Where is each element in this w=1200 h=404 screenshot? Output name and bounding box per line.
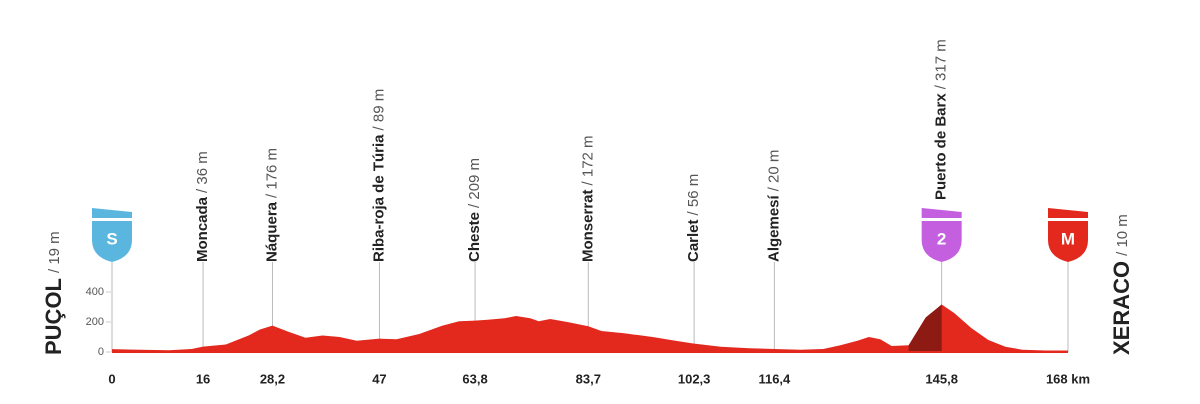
waypoint-altitude: / 36 m <box>194 151 211 193</box>
start-label: PUÇOL / 19 m <box>41 231 66 355</box>
profile-area <box>112 304 1068 352</box>
badge-label: M <box>1061 229 1075 248</box>
badge: S <box>92 208 132 262</box>
waypoint-label: Monserrat / 172 m <box>579 135 596 262</box>
waypoint-label: Náquera / 176 m <box>263 148 280 262</box>
y-tick-label: 0 <box>98 346 104 358</box>
badge-shield <box>1048 221 1088 262</box>
waypoint-label: Cheste / 209 m <box>466 158 483 262</box>
waypoint-altitude: / 172 m <box>579 135 596 185</box>
x-tick-label: 168 km <box>1046 371 1090 386</box>
waypoint-label: Carlet / 56 m <box>685 174 702 262</box>
x-tick-label: 63,8 <box>462 371 487 386</box>
badge-flag <box>921 208 962 218</box>
waypoint-name: Carlet <box>685 219 702 262</box>
badge-flag <box>1048 208 1088 218</box>
badge: M <box>1048 208 1088 262</box>
waypoint-altitude: / 176 m <box>263 148 280 198</box>
x-tick-label: 47 <box>372 371 386 386</box>
badge-shield <box>921 221 962 262</box>
waypoint-label: Moncada / 36 m <box>194 151 211 262</box>
badge-label: 2 <box>937 229 946 248</box>
x-tick-label: 102,3 <box>678 371 711 386</box>
x-tick-label: 145,8 <box>925 371 958 386</box>
waypoint-name: Algemesí <box>765 194 782 262</box>
waypoint-label: Riba-roja de Túria / 89 m <box>370 89 387 262</box>
finish-label: XERACO / 10 m <box>1109 214 1134 355</box>
x-tick-label: 16 <box>196 371 210 386</box>
waypoint-label: Algemesí / 20 m <box>765 150 782 262</box>
y-tick-label: 400 <box>86 286 104 298</box>
finish-altitude: / 10 m <box>1114 214 1131 256</box>
waypoint-name: Monserrat <box>579 189 596 262</box>
badge: 2 <box>921 208 962 262</box>
start-altitude: / 19 m <box>46 231 63 273</box>
finish-name: XERACO <box>1109 261 1134 355</box>
x-tick-label: 83,7 <box>576 371 601 386</box>
x-tick-label: 28,2 <box>260 371 285 386</box>
badge-shield <box>92 221 132 262</box>
waypoint-name: Náquera <box>263 201 280 262</box>
waypoint-altitude: / 89 m <box>370 89 387 131</box>
x-tick-label: 0 <box>108 371 115 386</box>
waypoint-label: Puerto de Barx / 317 m <box>933 39 950 200</box>
waypoint-name: Moncada <box>194 196 211 262</box>
waypoint-altitude: / 209 m <box>466 158 483 208</box>
waypoint-altitude: / 56 m <box>685 174 702 216</box>
waypoint-altitude: / 317 m <box>933 39 950 89</box>
waypoint-name: Puerto de Barx <box>933 93 950 200</box>
y-tick-label: 200 <box>86 316 104 328</box>
climb-area <box>908 304 942 352</box>
badge-label: S <box>106 229 117 248</box>
waypoint-name: Cheste <box>466 212 483 262</box>
waypoint-altitude: / 20 m <box>765 150 782 192</box>
badge-flag <box>92 208 132 218</box>
waypoint-name: Riba-roja de Túria <box>370 134 387 262</box>
start-name: PUÇOL <box>41 278 66 355</box>
x-tick-label: 116,4 <box>758 371 791 386</box>
